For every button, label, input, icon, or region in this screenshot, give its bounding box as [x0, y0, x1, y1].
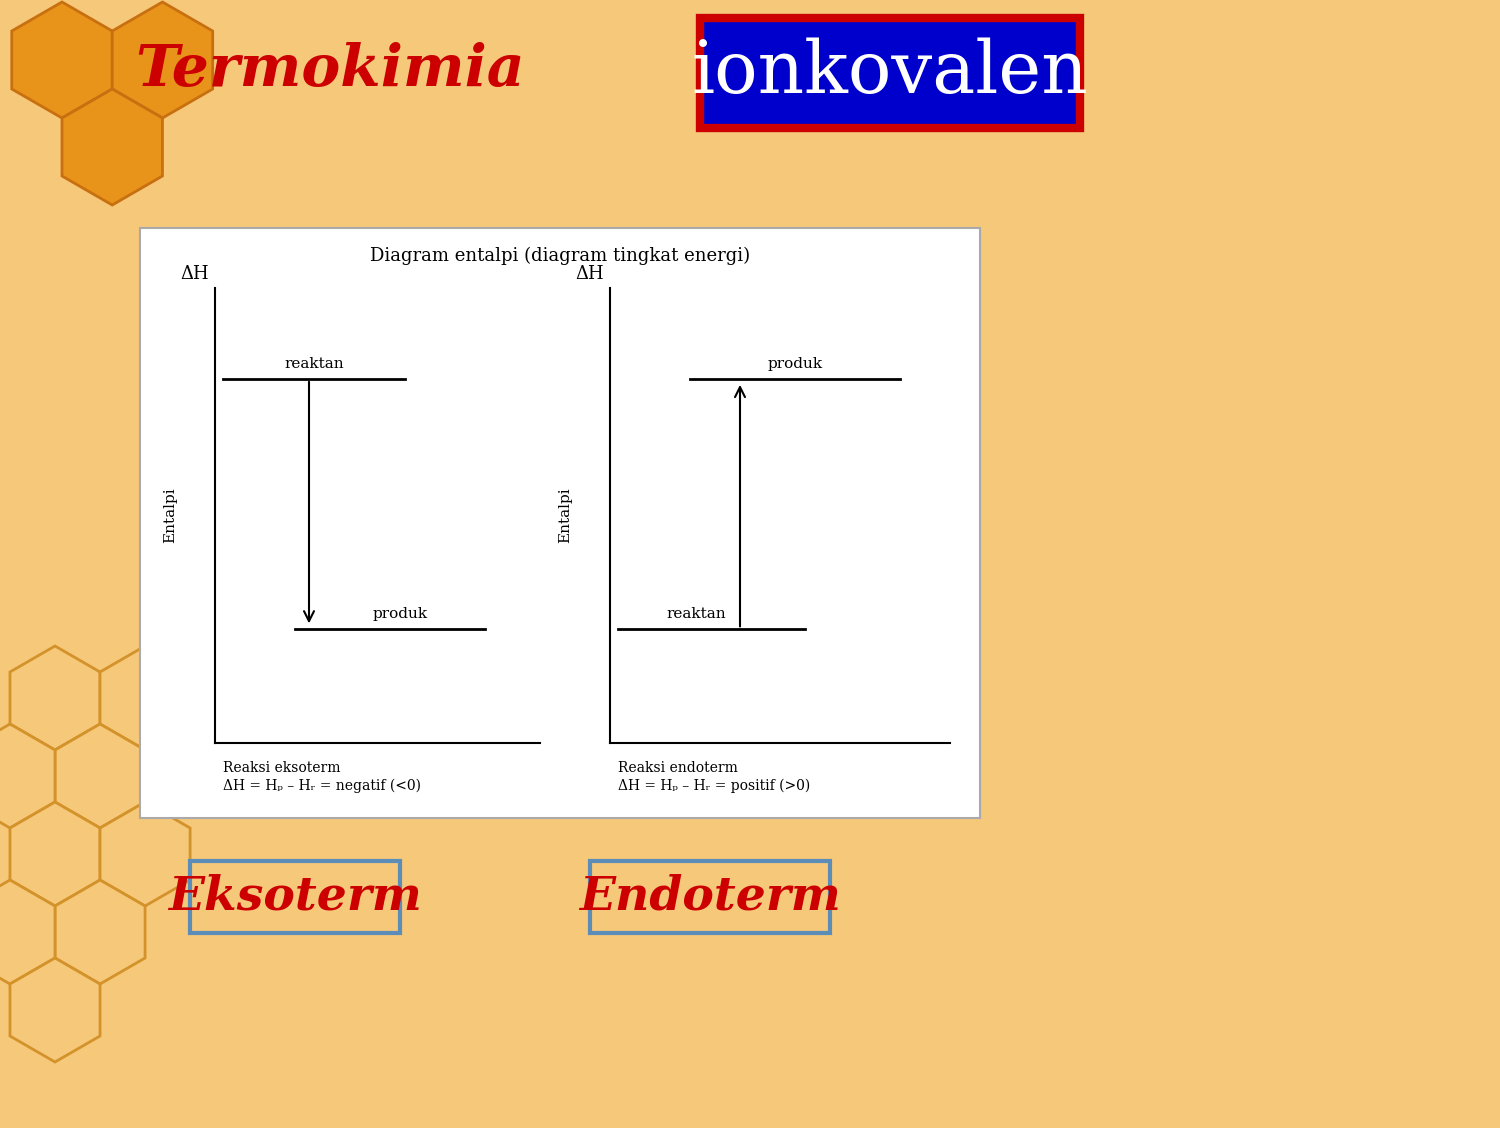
Polygon shape [0, 724, 56, 828]
Text: Endoterm: Endoterm [579, 874, 842, 920]
FancyBboxPatch shape [700, 18, 1080, 127]
Polygon shape [100, 802, 190, 906]
FancyBboxPatch shape [590, 861, 830, 933]
Polygon shape [112, 2, 213, 118]
FancyBboxPatch shape [190, 861, 400, 933]
Polygon shape [10, 958, 100, 1061]
Text: produk: produk [768, 356, 822, 371]
Polygon shape [62, 89, 162, 205]
Polygon shape [56, 880, 146, 984]
Text: ΔH = Hₚ – Hᵣ = positif (>0): ΔH = Hₚ – Hᵣ = positif (>0) [618, 779, 810, 793]
Text: Diagram entalpi (diagram tingkat energi): Diagram entalpi (diagram tingkat energi) [370, 247, 750, 265]
Text: Termokimia: Termokimia [135, 42, 525, 98]
Text: ΔH: ΔH [180, 265, 210, 283]
Text: produk: produk [372, 607, 427, 622]
FancyBboxPatch shape [140, 228, 980, 818]
Text: reaktan: reaktan [666, 607, 726, 622]
Text: Entalpi: Entalpi [558, 487, 572, 544]
Text: ionkovalen: ionkovalen [692, 37, 1089, 108]
Text: Reaksi endoterm: Reaksi endoterm [618, 761, 738, 775]
Text: Reaksi eksoterm: Reaksi eksoterm [224, 761, 340, 775]
Polygon shape [10, 802, 100, 906]
Polygon shape [100, 646, 190, 750]
Text: Eksoterm: Eksoterm [168, 874, 422, 920]
Text: Entalpi: Entalpi [164, 487, 177, 544]
Text: ΔH: ΔH [576, 265, 604, 283]
Polygon shape [0, 880, 56, 984]
Text: ΔH = Hₚ – Hᵣ = negatif (<0): ΔH = Hₚ – Hᵣ = negatif (<0) [224, 779, 422, 793]
Text: reaktan: reaktan [284, 356, 344, 371]
Polygon shape [12, 2, 112, 118]
Polygon shape [10, 646, 100, 750]
Polygon shape [56, 724, 146, 828]
